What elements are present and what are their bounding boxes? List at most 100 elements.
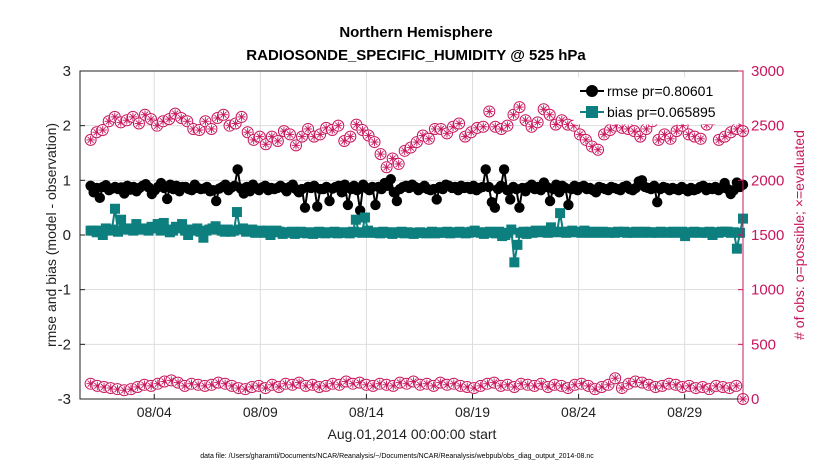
obs-marker-spoke: [578, 380, 585, 387]
obs-marker-spoke: [111, 113, 119, 121]
obs_bottom-point: [730, 379, 743, 392]
obs-marker-spoke: [171, 110, 179, 117]
obs-marker-spoke: [220, 111, 227, 119]
y-right-tick-label: 2000: [751, 172, 784, 189]
obs_top-point: [483, 105, 496, 118]
obs-marker-spoke: [516, 103, 523, 111]
obs-marker-spoke: [316, 131, 324, 138]
bias-point: [356, 227, 367, 238]
obs-marker-spoke: [425, 135, 433, 143]
obs-marker-spoke: [661, 131, 668, 138]
obs-marker-spoke: [645, 381, 653, 389]
bias-point: [350, 214, 361, 225]
rmse-point: [385, 174, 396, 185]
obs-marker-spoke: [174, 379, 182, 386]
obs-marker-spoke: [558, 116, 566, 124]
bias-point: [198, 232, 209, 243]
bias-point: [131, 219, 142, 230]
rmse-point: [370, 199, 381, 211]
obs-marker-spoke: [196, 126, 203, 134]
obs_top-point: [314, 128, 327, 141]
obs_top-point: [217, 108, 230, 121]
obs-marker-spoke: [588, 143, 596, 150]
obs-marker-spoke: [295, 379, 303, 386]
rmse-point: [161, 193, 173, 205]
obs-marker-spoke: [667, 135, 674, 143]
obs-marker-spoke: [443, 130, 451, 137]
y-right-tick-label: 1000: [751, 282, 784, 299]
obs-marker-spoke: [537, 380, 545, 387]
obs-marker-spoke: [546, 111, 553, 119]
obs-marker-spoke: [637, 133, 644, 140]
x-tick-label: 08/14: [349, 404, 384, 420]
obs-marker-spoke: [356, 379, 363, 386]
obs-marker-spoke: [576, 131, 584, 138]
legend-bias-label: bias pr=0.065895: [607, 104, 716, 120]
obs-marker-spoke: [419, 132, 427, 139]
obs-marker-spoke: [177, 114, 185, 122]
legend-rmse-label: rmse pr=0.80601: [607, 83, 713, 99]
obs-marker-spoke: [697, 135, 705, 143]
obs-marker-spoke: [371, 138, 378, 146]
y-left-tick-label: 0: [63, 227, 71, 244]
obs-marker-spoke: [141, 111, 149, 119]
obs_top-point: [235, 110, 248, 123]
obs-marker-spoke: [437, 125, 445, 133]
obs_top-point: [380, 161, 393, 174]
obs_bottom-point: [320, 379, 333, 392]
obs_top-point: [592, 143, 605, 156]
rmse-point: [483, 181, 494, 193]
obs_top-point: [422, 132, 435, 145]
obs_top-point: [193, 124, 206, 137]
y-left-tick-label: -1: [58, 282, 71, 299]
y-axis-left-label: rmse and bias (model - observation): [43, 123, 59, 347]
obs-marker-spoke: [353, 121, 360, 128]
bias-point: [555, 208, 566, 219]
obs-marker-spoke: [255, 382, 263, 390]
obs_top-point: [289, 139, 302, 152]
bias-point: [228, 225, 239, 236]
obs_top-point: [531, 116, 544, 129]
obs-marker-spoke: [643, 125, 650, 133]
chart-subtitle: RADIOSONDE_SPECIFIC_HUMIDITY @ 525 hPa: [246, 47, 586, 64]
obs_bottom-point: [615, 382, 628, 395]
obs-marker-spoke: [168, 377, 175, 384]
obs-marker-spoke: [304, 125, 312, 133]
bias-point: [158, 217, 169, 228]
obs-marker-spoke: [286, 131, 294, 138]
x-tick-label: 08/09: [243, 404, 278, 420]
x-tick-label: 08/19: [455, 404, 490, 420]
legend-box: [573, 77, 739, 125]
bias-point: [152, 219, 163, 230]
obs_top-point: [271, 134, 284, 147]
obs-marker-spoke: [479, 123, 487, 131]
rmse-point: [514, 202, 525, 213]
obs-marker-spoke: [135, 120, 143, 127]
chart-title: Northern Hemisphere: [339, 24, 492, 41]
rmse-point: [498, 164, 510, 175]
y-left-tick-label: -2: [58, 336, 71, 353]
obs_top-point: [132, 117, 145, 130]
obs-marker-spoke: [202, 118, 209, 125]
obs-marker-spoke: [413, 138, 421, 146]
obs-marker-spoke: [594, 146, 602, 154]
legend: rmse pr=0.80601 bias pr=0.065895: [573, 77, 739, 125]
obs-marker-spoke: [262, 140, 270, 148]
bias-point: [106, 224, 117, 235]
bias-point: [509, 257, 520, 268]
bias-point: [128, 225, 139, 236]
obs_top-point: [543, 108, 556, 121]
bias-point: [97, 230, 108, 240]
obs-marker-spoke: [450, 380, 458, 387]
axes: 08/04 08/09 08/14 08/19 08/24 08/29 -3 -2 -1 0 1 2 3…: [58, 63, 785, 420]
obs_top-point: [374, 148, 387, 161]
obs_top-point: [205, 122, 218, 135]
obs-marker-spoke: [309, 381, 316, 389]
x-tick-label: 08/29: [667, 404, 702, 420]
obs-marker-spoke: [630, 127, 638, 135]
obs_top-point: [513, 101, 526, 114]
obs_top-point: [368, 136, 381, 149]
obs-marker-spoke: [280, 127, 288, 135]
y-right-tick-label: 1500: [751, 227, 784, 244]
